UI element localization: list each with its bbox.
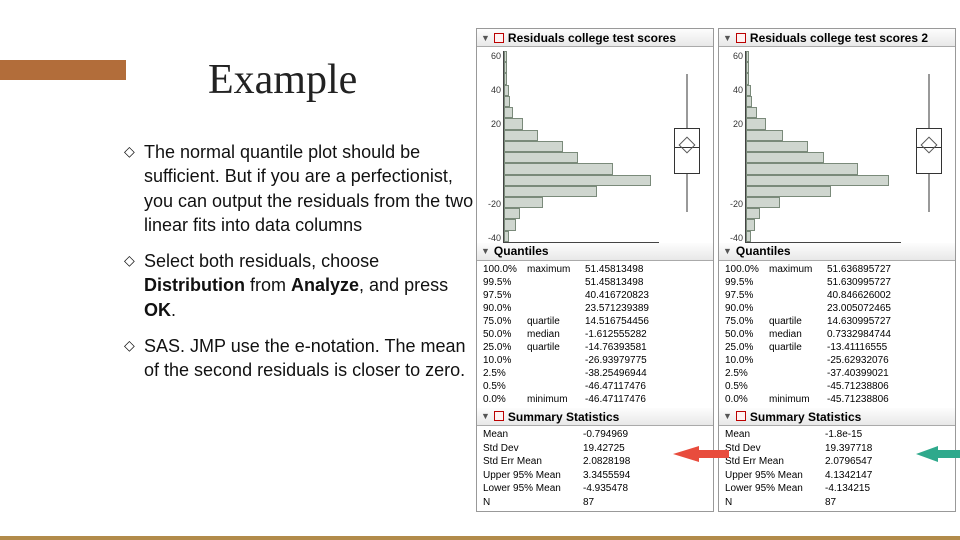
histogram-area: 60 40 20 -20 -40	[719, 47, 955, 243]
summary-table: Mean-0.794969Std Dev19.42725Std Err Mean…	[477, 426, 713, 511]
disclosure-icon[interactable]: ▼	[723, 411, 732, 421]
stats-panels: ▼ Residuals college test scores 60 40 20…	[476, 28, 956, 512]
bullet-item: The normal quantile plot should be suffi…	[124, 140, 484, 237]
disclosure-icon[interactable]: ▼	[481, 33, 490, 43]
disclosure-icon[interactable]: ▼	[481, 411, 490, 421]
hotspot-icon[interactable]	[494, 33, 504, 43]
quantiles-table: 100.0%maximum51.63689572799.5%51.6309957…	[719, 261, 955, 408]
histogram	[745, 51, 901, 243]
boxplot	[907, 51, 951, 243]
quantiles-header[interactable]: ▼ Quantiles	[477, 243, 713, 261]
quantiles-table: 100.0%maximum51.4581349899.5%51.45813498…	[477, 261, 713, 408]
y-axis: 60 40 20 -20 -40	[481, 51, 503, 243]
bullet-text: SAS. JMP use the e-notation. The mean of…	[144, 336, 466, 380]
disclosure-icon[interactable]: ▼	[723, 33, 732, 43]
quantiles-header[interactable]: ▼ Quantiles	[719, 243, 955, 261]
bullet-item: SAS. JMP use the e-notation. The mean of…	[124, 334, 484, 383]
panel-title: Residuals college test scores	[508, 31, 676, 45]
summary-header[interactable]: ▼ Summary Statistics	[719, 408, 955, 426]
bullet-list: The normal quantile plot should be suffi…	[124, 140, 484, 395]
panel-header[interactable]: ▼ Residuals college test scores 2	[719, 29, 955, 47]
panel-header[interactable]: ▼ Residuals college test scores	[477, 29, 713, 47]
panel-right: ▼ Residuals college test scores 2 60 40 …	[718, 28, 956, 512]
bullet-item: Select both residuals, choose Distributi…	[124, 249, 484, 322]
summary-table: Mean-1.8e-15Std Dev19.397718Std Err Mean…	[719, 426, 955, 511]
histogram-area: 60 40 20 -20 -40	[477, 47, 713, 243]
green-arrow-icon	[916, 446, 960, 462]
hotspot-icon[interactable]	[736, 33, 746, 43]
y-axis: 60 40 20 -20 -40	[723, 51, 745, 243]
bullet-text: The normal quantile plot should be suffi…	[144, 142, 473, 235]
hotspot-icon[interactable]	[494, 411, 504, 421]
boxplot	[665, 51, 709, 243]
slide-title: Example	[208, 56, 357, 104]
panel-title: Residuals college test scores 2	[750, 31, 928, 45]
disclosure-icon[interactable]: ▼	[723, 246, 732, 256]
summary-header[interactable]: ▼ Summary Statistics	[477, 408, 713, 426]
histogram	[503, 51, 659, 243]
disclosure-icon[interactable]: ▼	[481, 246, 490, 256]
red-arrow-tail	[699, 450, 729, 458]
red-arrow-icon	[673, 446, 699, 462]
accent-bar	[0, 60, 126, 80]
panel-left: ▼ Residuals college test scores 60 40 20…	[476, 28, 714, 512]
hotspot-icon[interactable]	[736, 411, 746, 421]
